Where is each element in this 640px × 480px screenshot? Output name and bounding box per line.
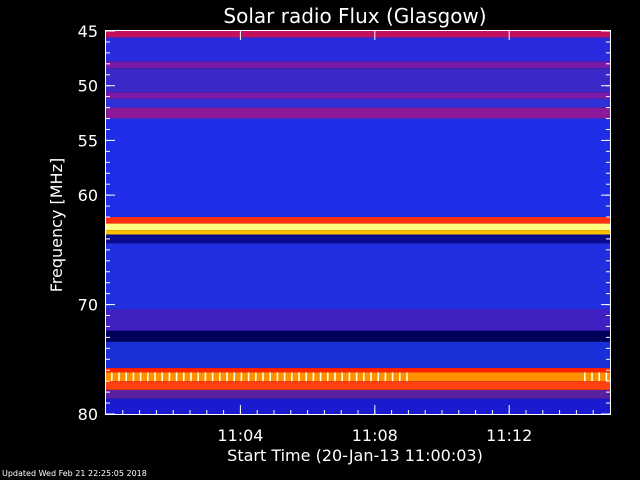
spike-25 [291, 372, 293, 382]
spike-26 [298, 372, 300, 382]
spike-8 [168, 372, 171, 382]
band-5 [106, 98, 610, 108]
y-tick-label: 55 [78, 131, 98, 150]
band-0 [106, 31, 610, 38]
spike-24 [283, 372, 286, 382]
spike-6 [154, 372, 156, 382]
spike-9 [175, 372, 178, 382]
spike-10 [183, 372, 185, 382]
band-9 [106, 223, 610, 231]
band-15 [106, 341, 610, 369]
spike-15 [219, 372, 221, 382]
band-8 [106, 217, 610, 224]
spike-23 [276, 372, 279, 382]
spike-35 [363, 372, 365, 382]
spike-18 [240, 372, 243, 382]
spike-32 [341, 372, 343, 382]
spike-31 [334, 372, 336, 382]
x-axis-label: Start Time (20-Jan-13 11:00:03) [227, 446, 483, 465]
spike-1 [118, 372, 120, 382]
spike-38 [384, 372, 387, 382]
spike-33 [348, 372, 351, 382]
spike-42 [584, 372, 586, 382]
spike-39 [391, 372, 394, 382]
spike-41 [406, 372, 408, 382]
spike-21 [262, 372, 264, 382]
spike-30 [327, 372, 329, 382]
band-1 [106, 37, 610, 62]
band-10 [106, 230, 610, 235]
spike-44 [598, 372, 600, 382]
spike-37 [377, 372, 379, 382]
band-7 [106, 118, 610, 218]
y-tick-label: 50 [78, 77, 98, 96]
spike-2 [125, 372, 127, 382]
x-axis: 11:04 11:08 11:12 [122, 31, 594, 445]
plot-frame [105, 30, 611, 415]
spike-28 [312, 372, 315, 382]
spike-45 [605, 372, 608, 382]
band-16 [106, 368, 610, 373]
band-2 [106, 61, 610, 69]
y-tick-label: 70 [78, 296, 98, 315]
spike-5 [147, 372, 149, 382]
spike-27 [305, 372, 307, 382]
spike-4 [139, 372, 142, 382]
spike-3 [132, 372, 135, 382]
spike-13 [204, 372, 207, 382]
y-axis-label-unit: MHz [47, 164, 66, 198]
updated-footer: Updated Wed Feb 21 22:25:05 2018 [2, 469, 147, 478]
spike-40 [399, 372, 401, 382]
x-tick-label: 11:12 [486, 426, 532, 445]
x-tick-label: 11:08 [352, 426, 398, 445]
x-tick-label: 11:04 [217, 426, 263, 445]
band-13 [106, 308, 610, 331]
y-axis-label-bracket-close: ] [47, 158, 66, 164]
y-axis-label-prefix: Frequency [47, 204, 66, 292]
spectrogram-bands [106, 31, 610, 414]
spike-7 [161, 372, 163, 382]
y-tick-label: 60 [78, 186, 98, 205]
spike-17 [233, 372, 235, 382]
spike-19 [247, 372, 250, 382]
band-20 [106, 398, 610, 414]
spike-11 [190, 372, 192, 382]
band-12 [106, 243, 610, 309]
spike-29 [319, 372, 322, 382]
spike-43 [591, 372, 593, 382]
y-axis-label-bracket-open: [ [47, 198, 66, 204]
burst-spikes [111, 372, 608, 382]
y-tick-label: 45 [78, 22, 98, 41]
spike-16 [226, 372, 228, 382]
band-11 [106, 234, 610, 244]
band-3 [106, 68, 610, 93]
band-4 [106, 92, 610, 99]
spike-20 [255, 372, 257, 382]
band-18 [106, 381, 610, 390]
y-axis: 45 50 55 60 70 80 [78, 22, 610, 424]
spike-14 [211, 372, 214, 382]
spike-22 [269, 372, 271, 382]
y-tick-label: 80 [78, 405, 98, 424]
spike-36 [370, 372, 372, 382]
band-19 [106, 389, 610, 399]
band-14 [106, 330, 610, 342]
spike-34 [355, 372, 358, 382]
spike-0 [111, 372, 113, 382]
band-6 [106, 107, 610, 119]
spike-12 [197, 372, 199, 382]
chart-title: Solar radio Flux (Glasgow) [223, 4, 486, 28]
y-axis-label: Frequency [MHz] [47, 158, 66, 292]
band-17 [106, 372, 610, 382]
